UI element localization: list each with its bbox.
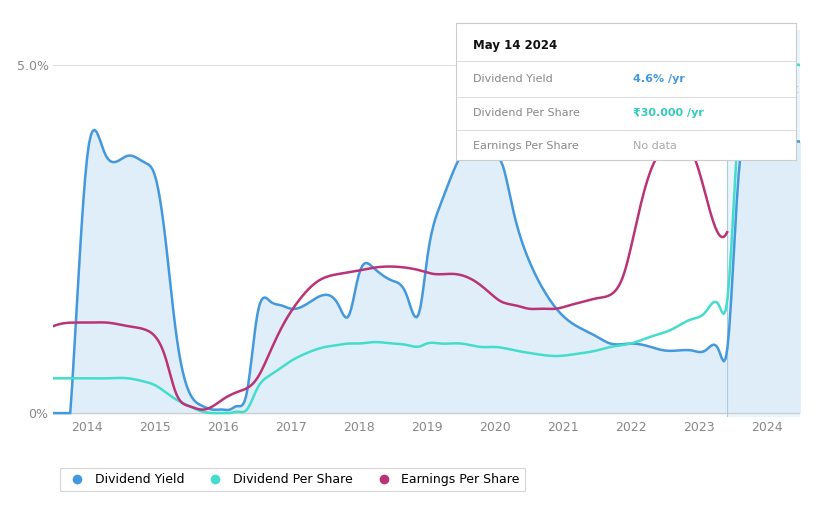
Text: Dividend Per Share: Dividend Per Share	[473, 108, 580, 118]
Text: Dividend Yield: Dividend Yield	[473, 74, 553, 84]
Text: May 14 2024: May 14 2024	[473, 39, 557, 52]
Text: Earnings Per Share: Earnings Per Share	[473, 141, 579, 151]
Text: ₹30.000 /yr: ₹30.000 /yr	[633, 108, 704, 118]
Text: No data: No data	[633, 141, 677, 151]
Bar	[727, 30, 800, 417]
Text: 4.6% /yr: 4.6% /yr	[633, 74, 685, 84]
Text: Past: Past	[774, 83, 799, 96]
Legend: Dividend Yield, Dividend Per Share, Earnings Per Share: Dividend Yield, Dividend Per Share, Earn…	[60, 468, 525, 491]
